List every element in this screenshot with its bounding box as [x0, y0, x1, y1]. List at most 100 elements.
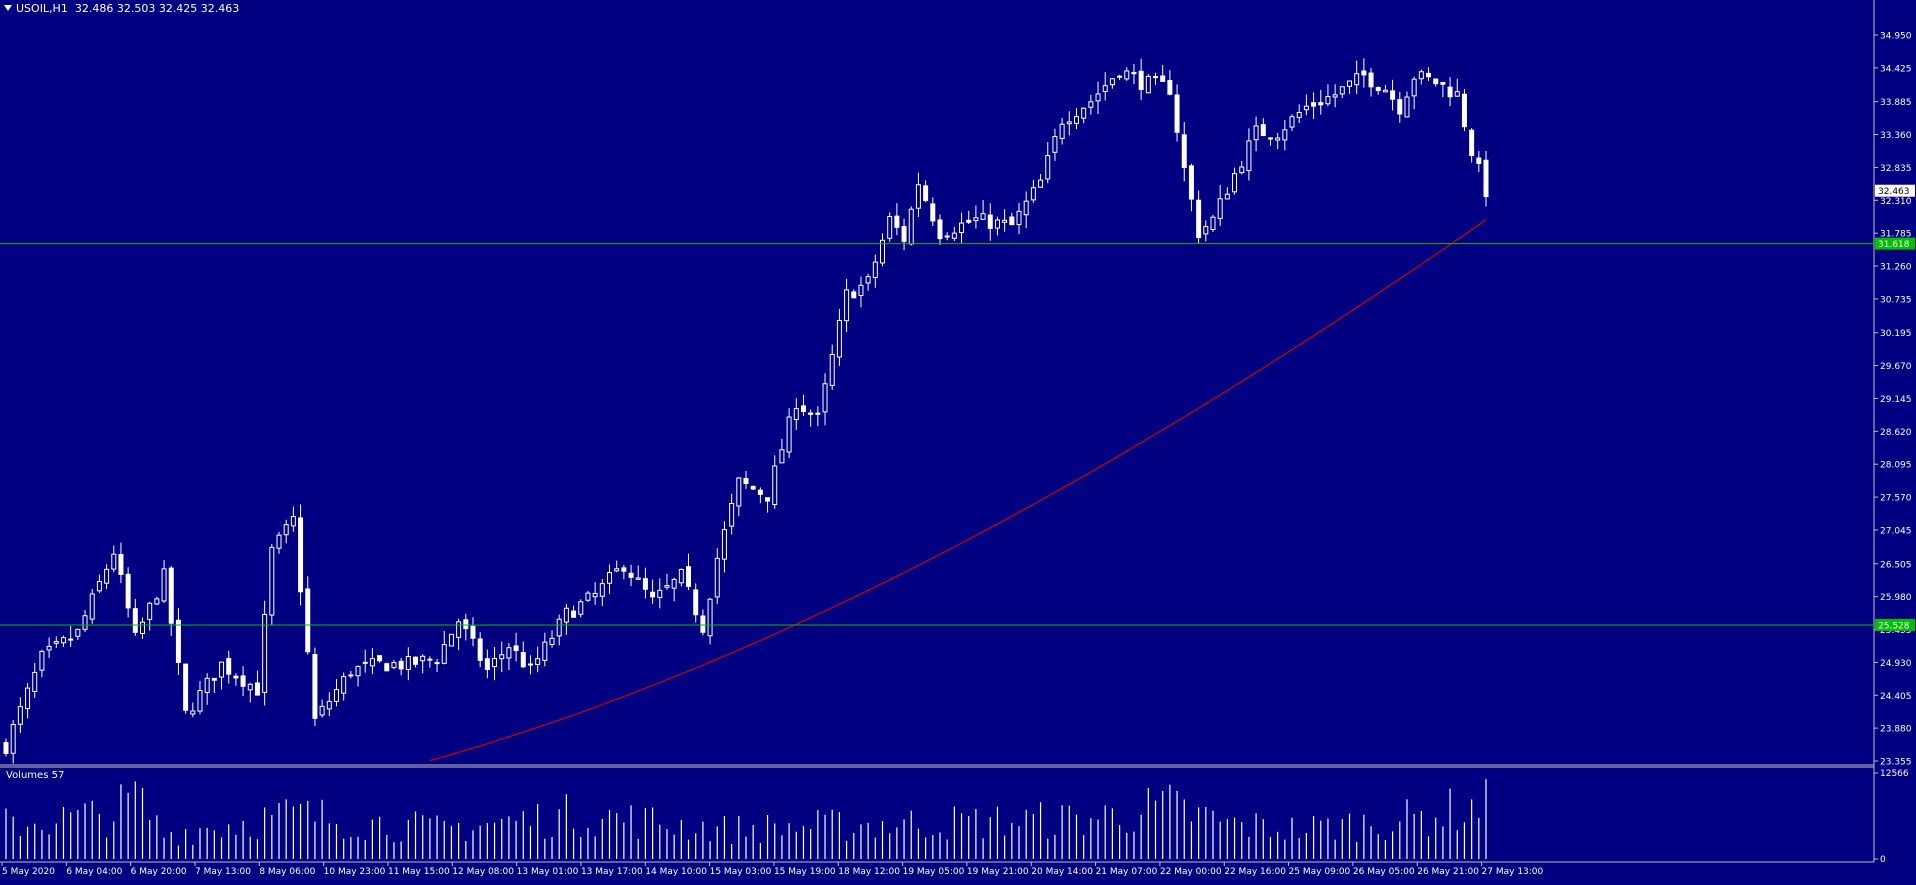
candle-body: [865, 276, 871, 284]
candle-body: [1181, 134, 1187, 169]
candle-body: [714, 557, 720, 598]
candle-body: [1411, 78, 1417, 97]
candle-body: [1246, 140, 1252, 172]
symbol-dropdown-icon[interactable]: [4, 5, 12, 11]
candle-body: [1440, 82, 1446, 85]
candle-body: [736, 477, 742, 507]
candle-body: [743, 477, 749, 485]
candle-body: [642, 578, 648, 590]
candle-body: [793, 408, 799, 421]
price-tick-label: 25.980: [1880, 593, 1912, 603]
candle-body: [901, 226, 907, 242]
candle-body: [592, 592, 598, 598]
candle-body: [391, 662, 397, 668]
candle-body: [154, 598, 160, 605]
candle-body: [75, 628, 81, 637]
ohlc-readout: 32.486 32.503 32.425 32.463: [74, 2, 240, 15]
candle-body: [233, 675, 239, 679]
candle-body: [987, 214, 993, 229]
price-tick-label: 34.425: [1880, 64, 1912, 74]
candle-body: [1303, 105, 1309, 111]
candle-body: [82, 615, 88, 630]
candle-body: [700, 615, 706, 633]
candle-body: [305, 588, 311, 653]
candle-body: [822, 383, 828, 413]
time-tick-label: 6 May 20:00: [131, 867, 187, 877]
candle-body: [283, 524, 289, 536]
candle-body: [456, 621, 462, 638]
candle-body: [563, 607, 569, 623]
time-tick-label: 15 May 19:00: [774, 867, 836, 877]
candle-body: [355, 665, 361, 677]
candle-body: [815, 412, 821, 415]
candle-body: [959, 222, 965, 234]
moving-average-line: [429, 219, 1487, 762]
candle-body: [1239, 166, 1245, 174]
candle-body: [729, 502, 735, 527]
candle-body: [721, 529, 727, 560]
candle-body: [1325, 96, 1331, 105]
candle-body: [118, 553, 124, 575]
candle-body: [1153, 76, 1159, 79]
candle-body: [1296, 112, 1302, 118]
candle-body: [1203, 226, 1209, 235]
price-tick-label: 30.735: [1880, 295, 1912, 305]
candle-body: [542, 641, 548, 661]
candle-body: [140, 621, 146, 634]
time-tick-label: 5 May 2020: [2, 867, 55, 877]
candle-body: [1124, 70, 1130, 80]
candle-body: [1418, 71, 1424, 80]
candle-body: [441, 644, 447, 664]
candle-body: [772, 465, 778, 505]
candle-body: [463, 619, 469, 630]
candle-body: [333, 689, 339, 702]
candle-body: [1232, 173, 1238, 193]
candle-body: [535, 658, 541, 665]
price-tick-label: 29.145: [1880, 395, 1912, 405]
candle-body: [262, 613, 268, 693]
candle-body: [298, 517, 304, 593]
candle-body: [527, 663, 533, 666]
candle-body: [1088, 101, 1094, 108]
last-price-box: [1875, 184, 1915, 197]
candle-body: [484, 658, 490, 670]
time-tick-label: 13 May 17:00: [581, 867, 643, 877]
candle-body: [183, 663, 189, 711]
candle-body: [499, 654, 505, 660]
candle-body: [973, 217, 979, 222]
candle-body: [89, 593, 95, 620]
candle-body: [506, 647, 512, 659]
candle-body: [1354, 73, 1360, 86]
candle-body: [693, 589, 699, 616]
time-tick-label: 15 May 03:00: [710, 867, 772, 877]
candle-body: [312, 653, 318, 719]
candle-body: [556, 618, 562, 637]
candle-body: [614, 568, 620, 572]
candle-body: [434, 662, 440, 665]
candle-body: [635, 577, 641, 580]
candle-body: [578, 601, 584, 615]
candle-body: [1224, 193, 1230, 200]
candle-body: [513, 645, 519, 652]
candle-body: [168, 567, 174, 624]
time-tick-label: 18 May 12:00: [838, 867, 900, 877]
candle-body: [211, 677, 217, 681]
candle-body: [1375, 86, 1381, 91]
candle-body: [46, 645, 52, 651]
candle-body: [1081, 107, 1087, 119]
price-tick-label: 29.670: [1880, 362, 1912, 372]
time-tick-label: 19 May 21:00: [967, 867, 1029, 877]
candle-body: [247, 683, 253, 691]
candle-body: [1131, 71, 1137, 75]
time-tick-label: 13 May 01:00: [517, 867, 579, 877]
candle-body: [254, 682, 260, 696]
candle-body: [606, 572, 612, 584]
candle-body: [1253, 125, 1259, 141]
volume-bars: [5, 779, 1487, 859]
candle-body: [1318, 102, 1324, 106]
time-tick-label: 25 May 09:00: [1289, 867, 1351, 877]
candle-body: [686, 566, 692, 587]
price-tick-label: 28.095: [1880, 461, 1912, 471]
